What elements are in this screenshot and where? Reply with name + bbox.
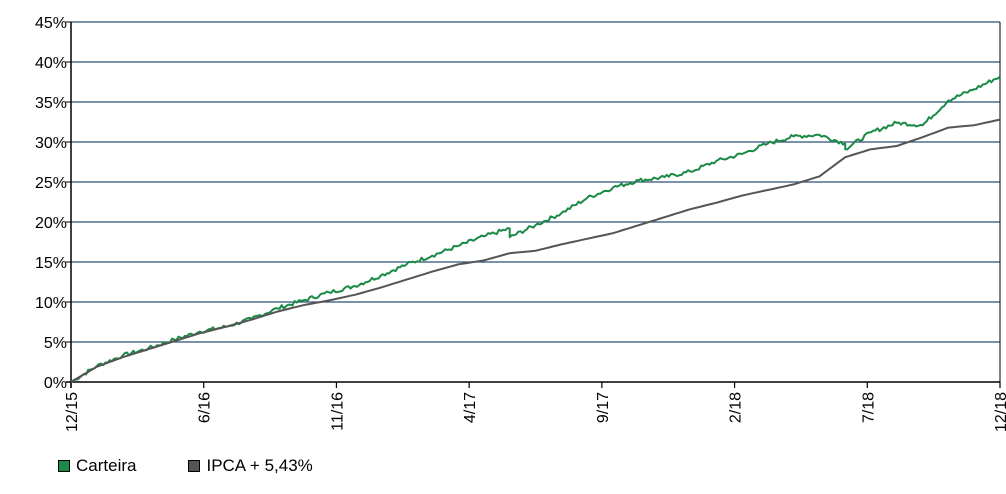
legend-label-carteira: Carteira: [76, 456, 137, 475]
x-tick-label: 2/18: [728, 392, 745, 423]
legend-item-ipca: IPCA + 5,43%: [188, 456, 313, 476]
y-tick-label: 0%: [44, 375, 67, 392]
y-tick-label: 20%: [35, 215, 67, 232]
y-tick-label: 5%: [44, 335, 67, 352]
y-tick-label: 15%: [35, 255, 67, 272]
y-tick-label: 25%: [35, 175, 67, 192]
x-tick-label: 7/18: [860, 392, 877, 423]
legend: Carteira IPCA + 5,43%: [58, 456, 313, 476]
x-tick-labels: 12/15 6/16 11/16 4/17 9/17 2/18 7/18 12/18: [64, 392, 1006, 432]
grid-lines: [71, 21, 1000, 343]
x-tick-label: 9/17: [595, 392, 612, 423]
legend-swatch-ipca: [188, 460, 201, 472]
legend-label-ipca: IPCA + 5,43%: [206, 456, 313, 475]
legend-swatch-carteira: [58, 460, 70, 472]
y-tick-label: 30%: [35, 135, 67, 152]
series-lines: [70, 75, 1001, 383]
legend-item-carteira: Carteira: [58, 456, 136, 476]
x-tick-label: 11/16: [329, 392, 346, 431]
x-tick-label: 12/18: [993, 392, 1006, 432]
x-tick-label: 4/17: [462, 392, 479, 423]
series-line-ipca: [70, 118, 1001, 383]
y-tick-label: 40%: [35, 55, 67, 72]
axes: [66, 21, 1001, 388]
y-tick-label: 10%: [35, 295, 67, 312]
x-tick-label: 6/16: [197, 392, 214, 423]
series-line-carteira: [70, 75, 1001, 383]
x-tick-label: 12/15: [64, 392, 81, 432]
y-tick-label: 45%: [35, 15, 67, 32]
y-tick-labels: 0% 5% 10% 15% 20% 25% 30% 35% 40% 45%: [35, 15, 67, 392]
y-tick-label: 35%: [35, 95, 67, 112]
